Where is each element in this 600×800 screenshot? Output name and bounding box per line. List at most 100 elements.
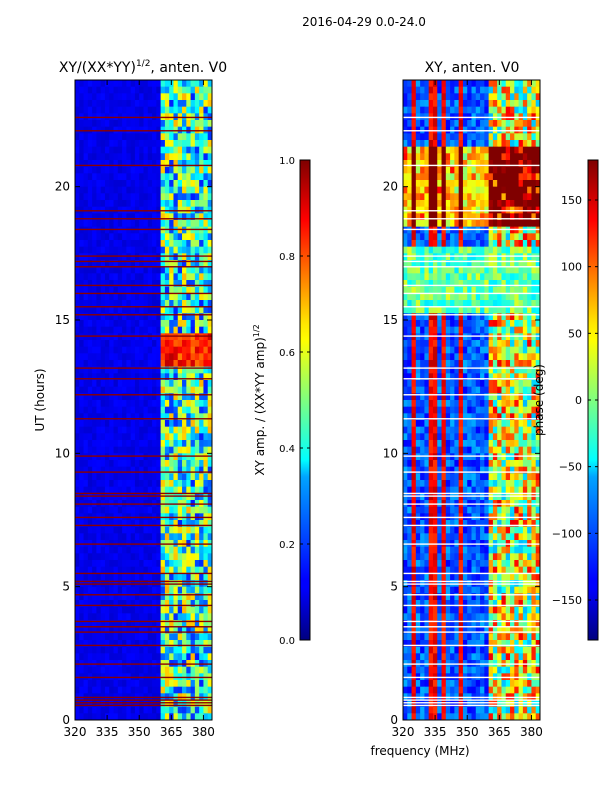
heatmap-cell [403,366,408,374]
heatmap-cell [75,600,80,608]
heatmap-cell [454,333,460,341]
heatmap-cell [87,506,93,514]
heatmap-cell [207,366,213,374]
heatmap-cell [87,480,93,488]
heatmap-cell [182,633,187,641]
heatmap-cell [139,326,144,334]
heatmap-cell [514,366,520,374]
heatmap-cell [173,226,179,234]
heatmap-cell [126,533,132,541]
heatmap-cell [527,260,532,268]
heatmap-cell [182,240,187,248]
heatmap-cell [420,93,425,101]
heatmap-cell [420,306,425,314]
heatmap-cell [458,366,464,374]
heatmap-cell [100,440,106,448]
heatmap-cell [130,160,136,168]
heatmap-cell [134,140,140,148]
heatmap-cell [514,140,520,148]
heatmap-cell [156,686,162,694]
heatmap-cell [531,373,537,381]
heatmap-cell [169,593,174,601]
heatmap-cell [488,86,494,94]
heatmap-cell [113,640,119,648]
heatmap-cell [109,273,115,281]
heatmap-cell [143,713,149,721]
heatmap-cell [194,200,200,208]
heatmap-cell [199,306,204,314]
heatmap-cell [462,246,468,254]
heatmap-cell [190,366,196,374]
heatmap-cell [492,300,498,308]
heatmap-cell [531,393,537,401]
heatmap-cell [415,146,421,154]
heatmap-cell [104,326,110,334]
heatmap-cell [104,646,110,654]
heatmap-cell [156,146,162,154]
heatmap-cell [471,140,477,148]
heatmap-cell [79,626,85,634]
heatmap-cell [199,233,204,241]
heatmap-cell [147,173,153,181]
heatmap-cell [203,393,209,401]
heatmap-cell [92,273,97,281]
flagged-time-line [75,455,212,457]
heatmap-cell [139,346,144,354]
heatmap-cell [522,180,528,188]
heatmap-cell [96,700,102,708]
heatmap-cell [104,526,110,534]
heatmap-cell [113,146,119,154]
heatmap-cell [501,293,507,301]
heatmap-cell [160,606,166,614]
heatmap-cell [190,533,196,541]
heatmap-cell [177,380,183,388]
heatmap-cell [484,240,490,248]
heatmap-cell [199,180,204,188]
heatmap-cell [441,266,447,274]
colorbar-tick-label: 0.0 [279,636,295,647]
heatmap-cell [420,166,425,174]
heatmap-cell [117,413,123,421]
heatmap-cell [535,160,541,168]
heatmap-cell [505,153,511,161]
heatmap-cell [424,360,430,368]
heatmap-cell [164,253,170,261]
heatmap-cell [147,686,153,694]
heatmap-cell [420,120,425,128]
heatmap-cell [92,293,97,301]
heatmap-cell [126,573,132,581]
heatmap-cell [87,313,93,321]
heatmap-cell [207,460,213,468]
heatmap-cell [203,346,209,354]
heatmap-cell [79,426,85,434]
heatmap-cell [87,266,93,274]
heatmap-cell [152,533,157,541]
heatmap-cell [445,320,451,328]
heatmap-cell [432,386,438,394]
heatmap-cell [83,140,89,148]
heatmap-cell [130,146,136,154]
heatmap-cell [109,226,115,234]
heatmap-cell [462,280,468,288]
heatmap-cell [160,406,166,414]
heatmap-cell [454,320,460,328]
heatmap-cell [207,260,213,268]
heatmap-cell [109,240,115,248]
heatmap-cell [497,173,502,181]
heatmap-cell [190,713,196,721]
heatmap-cell [501,160,507,168]
heatmap-cell [510,386,515,394]
heatmap-cell [126,493,132,501]
heatmap-cell [475,420,481,428]
heatmap-cell [203,200,209,208]
colorbar-tick-label: 0.4 [279,444,295,455]
heatmap-cell [139,333,144,341]
heatmap-cell [203,633,209,641]
heatmap-cell [497,326,502,334]
heatmap-cell [177,280,183,288]
heatmap-cell [160,700,166,708]
heatmap-cell [177,173,183,181]
heatmap-cell [160,266,166,274]
heatmap-cell [87,286,93,294]
heatmap-cell [139,706,144,714]
